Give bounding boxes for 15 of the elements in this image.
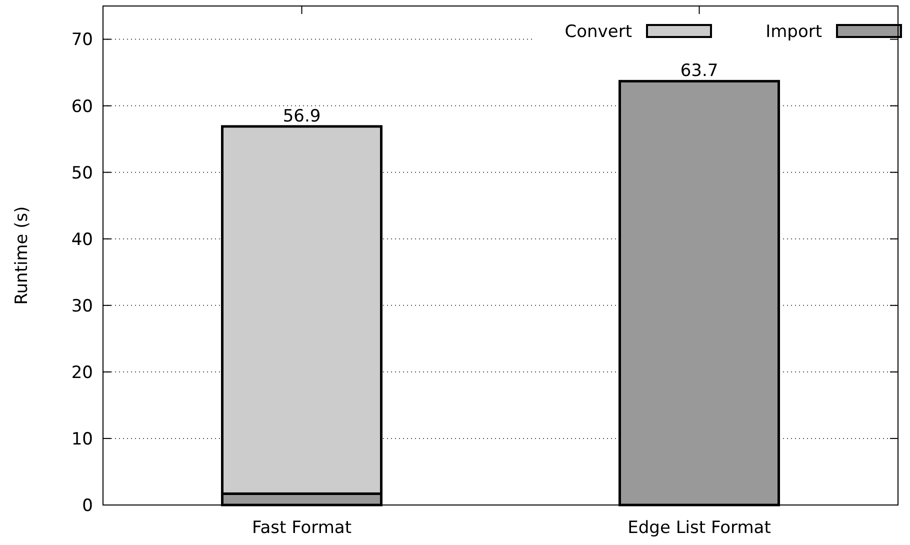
total-label: 56.9 — [282, 106, 321, 126]
total-label: 63.7 — [680, 61, 718, 82]
y-tick-label: 10 — [71, 429, 93, 450]
y-tick-label: 0 — [82, 496, 93, 516]
y-tick-label: 40 — [71, 230, 93, 250]
x-tick-label: Edge List Format — [628, 518, 772, 538]
y-tick-label: 50 — [71, 163, 93, 184]
y-tick-label: 20 — [71, 362, 93, 383]
legend-label: Import — [766, 22, 822, 42]
y-axis-title: Runtime (s) — [12, 206, 32, 305]
y-tick-label: 30 — [71, 296, 93, 316]
y-tick-label: 60 — [71, 96, 93, 117]
legend-label: Convert — [564, 22, 632, 42]
y-tick-label: 70 — [71, 30, 93, 50]
x-tick-label: Fast Format — [252, 518, 352, 538]
